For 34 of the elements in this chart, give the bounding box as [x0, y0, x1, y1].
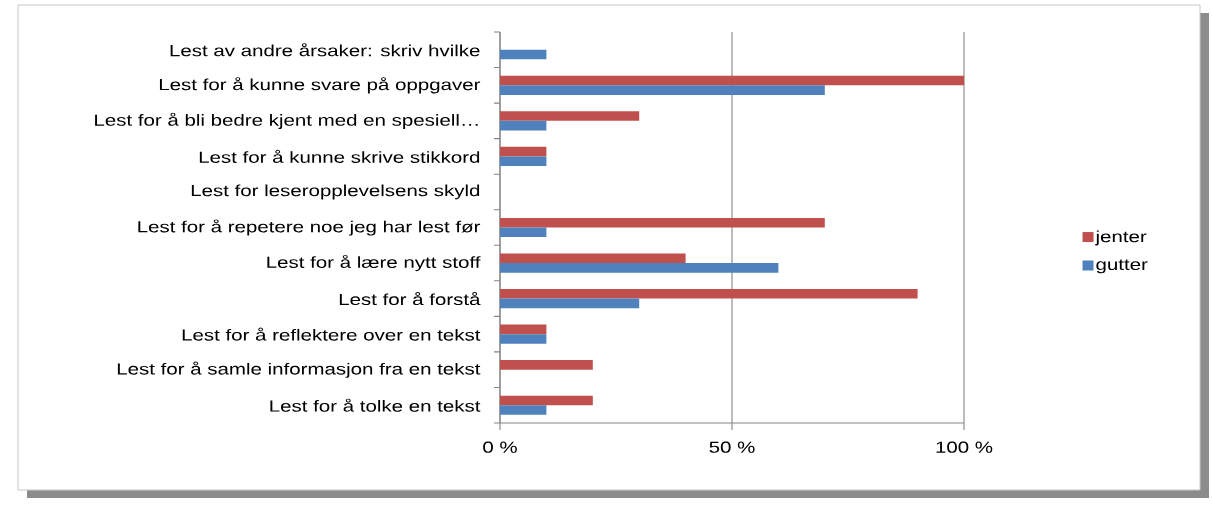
bar [500, 120, 547, 131]
y-tick-label: Lest for å repetere noe jeg har lest før [138, 219, 481, 236]
bar [500, 146, 547, 157]
bar [500, 395, 593, 406]
y-tick-label: Lest av andre årsaker: skriv hvilke [170, 43, 480, 57]
bar [500, 360, 593, 370]
bar [500, 405, 547, 415]
bar [500, 85, 825, 95]
x-tick-label: 0 % [483, 441, 517, 453]
legend-label: jenter [1095, 230, 1147, 246]
bar [500, 156, 547, 166]
y-tick-label: Lest for å reflektere over en tekst [182, 327, 481, 341]
bar [500, 334, 547, 344]
x-tick-label: 100 % [936, 441, 993, 453]
y-tick-label: Lest for å bli bedre kjent med en spesiell… [95, 112, 478, 129]
bar [500, 253, 686, 264]
bar [500, 49, 547, 60]
y-tick-label: Lest for å samle informasjon fra en tekst [117, 361, 481, 378]
y-tick-label: Lest for å lære nytt stoff [267, 254, 481, 272]
bar [500, 298, 640, 309]
y-tick-label: Lest for å tolke en tekst [270, 398, 481, 412]
bar [500, 111, 640, 121]
bar [500, 288, 918, 299]
bar [500, 324, 547, 335]
x-tick-label: 50 % [709, 441, 755, 453]
y-tick-label: Lest for å forstå [339, 292, 481, 306]
bar [500, 227, 547, 238]
bar [500, 75, 965, 86]
y-tick-label: Lest for å kunne skrive stikkord [199, 149, 480, 163]
bar [500, 263, 779, 273]
bar [500, 217, 825, 228]
y-tick-label: Lest for å kunne svare på oppgaver [159, 77, 481, 94]
y-tick-label: Lest for leseropplevelsens skyld [191, 184, 480, 200]
legend-label: gutter [1096, 259, 1148, 274]
